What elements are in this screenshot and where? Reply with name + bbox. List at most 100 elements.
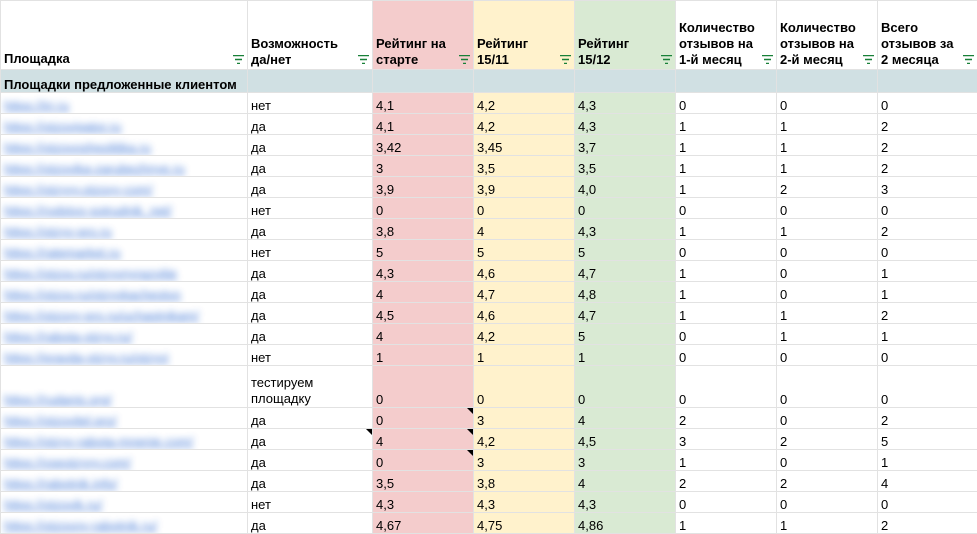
cell-rating-1511[interactable]: 3,45: [474, 135, 575, 156]
cell-reviews-month1[interactable]: 1: [676, 450, 777, 471]
cell-rating-1511[interactable]: 3: [474, 450, 575, 471]
filter-icon[interactable]: [560, 55, 571, 64]
cell-site[interactable]: https://otzyvy.otzovy-com/: [1, 177, 248, 198]
filter-icon[interactable]: [762, 55, 773, 64]
cell-availability[interactable]: нет: [248, 93, 373, 114]
cell-rating-1512[interactable]: 5: [575, 240, 676, 261]
cell-reviews-month1[interactable]: 1: [676, 135, 777, 156]
cell-rating-1511[interactable]: 0: [474, 366, 575, 408]
cell-rating-1511[interactable]: 3,8: [474, 471, 575, 492]
cell-rating-1512[interactable]: 3,5: [575, 156, 676, 177]
cell-availability[interactable]: да: [248, 471, 373, 492]
col-header-rating-1512[interactable]: Рейтинг 15/12: [575, 1, 676, 70]
cell-reviews-month1[interactable]: 0: [676, 345, 777, 366]
cell-reviews-month1[interactable]: 1: [676, 303, 777, 324]
cell-reviews-month2[interactable]: 1: [777, 114, 878, 135]
cell-rating-1511[interactable]: 3,9: [474, 177, 575, 198]
cell-rating-1512[interactable]: 4: [575, 471, 676, 492]
cell-site[interactable]: https://pravda-otzyv.ru/otzyvi: [1, 345, 248, 366]
cell-site[interactable]: https://otzov.ru/otzyvnyrazvitie: [1, 261, 248, 282]
cell-reviews-month1[interactable]: 0: [676, 198, 777, 219]
cell-rating-1512[interactable]: 4,8: [575, 282, 676, 303]
cell-rating-1512[interactable]: 1: [575, 345, 676, 366]
cell-reviews-month2[interactable]: 2: [777, 177, 878, 198]
filter-icon[interactable]: [963, 55, 974, 64]
site-link[interactable]: https://otzovoshpolitika.ru: [4, 140, 151, 155]
cell-reviews-total[interactable]: 1: [878, 450, 977, 471]
cell-rating-1511[interactable]: 1: [474, 345, 575, 366]
cell-reviews-month2[interactable]: 0: [777, 366, 878, 408]
cell-reviews-total[interactable]: 2: [878, 408, 977, 429]
cell-rating-start[interactable]: 4,1: [373, 114, 474, 135]
cell-reviews-month1[interactable]: 1: [676, 156, 777, 177]
cell-availability[interactable]: да: [248, 282, 373, 303]
cell-rating-start[interactable]: 0: [373, 408, 474, 429]
cell-reviews-month1[interactable]: 2: [676, 408, 777, 429]
cell-reviews-month1[interactable]: 1: [676, 261, 777, 282]
site-link[interactable]: https://rudanis.org/: [4, 392, 112, 407]
cell-rating-start[interactable]: 3,42: [373, 135, 474, 156]
group-label[interactable]: Площадки предложенные клиентом: [1, 70, 248, 93]
cell-rating-1512[interactable]: 4,3: [575, 93, 676, 114]
cell-reviews-total[interactable]: 2: [878, 135, 977, 156]
site-link[interactable]: https://otzovika-zarubezhnye.ru: [4, 161, 185, 176]
cell-reviews-month1[interactable]: 1: [676, 282, 777, 303]
col-header-reviews-month1[interactable]: Количество отзывов на 1-й месяц: [676, 1, 777, 70]
cell-rating-start[interactable]: 4: [373, 429, 474, 450]
cell-reviews-month2[interactable]: 1: [777, 324, 878, 345]
cell-rating-1511[interactable]: 4,3: [474, 492, 575, 513]
cell-reviews-total[interactable]: 2: [878, 303, 977, 324]
cell-reviews-month2[interactable]: 0: [777, 408, 878, 429]
cell-rating-1511[interactable]: 3: [474, 408, 575, 429]
cell-reviews-month2[interactable]: 0: [777, 240, 878, 261]
cell-availability[interactable]: да: [248, 135, 373, 156]
col-header-reviews-total[interactable]: Всего отзывов за 2 месяца: [878, 1, 977, 70]
cell-rating-1512[interactable]: 5: [575, 324, 676, 345]
col-header-site[interactable]: Площадка: [1, 1, 248, 70]
cell-availability[interactable]: нет: [248, 240, 373, 261]
cell-rating-1511[interactable]: 4: [474, 219, 575, 240]
cell-rating-start[interactable]: 3: [373, 156, 474, 177]
site-link[interactable]: https://ratemarket.ru: [4, 245, 120, 260]
cell-site[interactable]: https://irr.ru: [1, 93, 248, 114]
cell-reviews-total[interactable]: 1: [878, 324, 977, 345]
cell-rating-1511[interactable]: 5: [474, 240, 575, 261]
cell-reviews-month2[interactable]: 0: [777, 450, 878, 471]
cell-reviews-month2[interactable]: 0: [777, 345, 878, 366]
cell-reviews-total[interactable]: 2: [878, 114, 977, 135]
cell-rating-start[interactable]: 4,1: [373, 93, 474, 114]
cell-availability[interactable]: да: [248, 303, 373, 324]
cell-reviews-total[interactable]: 2: [878, 513, 977, 534]
col-header-availability[interactable]: Возможность да/нет: [248, 1, 373, 70]
filter-icon[interactable]: [358, 55, 369, 64]
cell-rating-1512[interactable]: 4,86: [575, 513, 676, 534]
cell-rating-1512[interactable]: 4,3: [575, 114, 676, 135]
cell-site[interactable]: https://ratemarket.ru: [1, 240, 248, 261]
cell-reviews-month1[interactable]: 2: [676, 471, 777, 492]
cell-rating-start[interactable]: 0: [373, 198, 474, 219]
cell-reviews-total[interactable]: 1: [878, 282, 977, 303]
col-header-reviews-month2[interactable]: Количество отзывов на 2-й месяц: [777, 1, 878, 70]
cell-rating-1512[interactable]: 4,3: [575, 219, 676, 240]
site-link[interactable]: https://otzov.ru/otzyvnyrazvitie: [4, 266, 177, 281]
col-header-rating-1511[interactable]: Рейтинг 15/11: [474, 1, 575, 70]
site-link[interactable]: https://vseotzyvy.com/: [4, 455, 131, 470]
site-link[interactable]: https://rabotnik.info/: [4, 476, 117, 491]
cell-reviews-month1[interactable]: 0: [676, 324, 777, 345]
cell-reviews-total[interactable]: 0: [878, 492, 977, 513]
site-link[interactable]: https://otzovik.ru/: [4, 497, 102, 512]
cell-site[interactable]: https://otzovik.ru/: [1, 492, 248, 513]
cell-availability[interactable]: да: [248, 177, 373, 198]
site-link[interactable]: https://otzovigator.ru: [4, 119, 121, 134]
cell-availability[interactable]: тестируем площадку: [248, 366, 373, 408]
cell-reviews-month1[interactable]: 0: [676, 366, 777, 408]
cell-reviews-total[interactable]: 5: [878, 429, 977, 450]
cell-reviews-month1[interactable]: 0: [676, 492, 777, 513]
cell-availability[interactable]: нет: [248, 492, 373, 513]
cell-reviews-total[interactable]: 3: [878, 177, 977, 198]
filter-icon[interactable]: [661, 55, 672, 64]
cell-rating-start[interactable]: 4: [373, 282, 474, 303]
site-link[interactable]: https://otzovitel.pro/: [4, 413, 117, 428]
cell-rating-1512[interactable]: 0: [575, 366, 676, 408]
site-link[interactable]: https://otzyv-rabota-mnenie.com/: [4, 434, 193, 449]
